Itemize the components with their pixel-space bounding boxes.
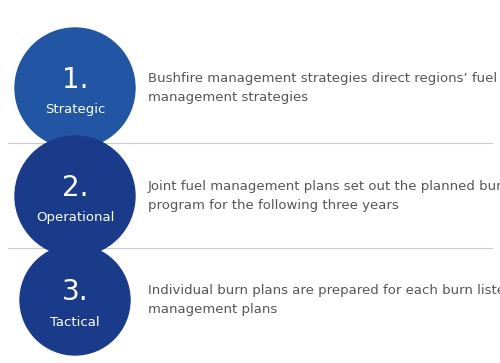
Text: Bushfire management strategies direct regions’ fuel
management strategies: Bushfire management strategies direct re… xyxy=(148,72,497,104)
Circle shape xyxy=(20,245,130,355)
Text: 3.: 3. xyxy=(62,278,88,306)
Circle shape xyxy=(15,136,135,256)
Circle shape xyxy=(15,28,135,148)
Text: 2.: 2. xyxy=(62,174,88,202)
Text: Individual burn plans are prepared for each burn listed in joint
management plan: Individual burn plans are prepared for e… xyxy=(148,284,500,316)
Text: Tactical: Tactical xyxy=(50,315,100,329)
Text: Operational: Operational xyxy=(36,212,114,224)
Text: 1.: 1. xyxy=(62,66,88,94)
Text: Strategic: Strategic xyxy=(45,103,105,117)
Text: Joint fuel management plans set out the planned burn
program for the following t: Joint fuel management plans set out the … xyxy=(148,180,500,212)
